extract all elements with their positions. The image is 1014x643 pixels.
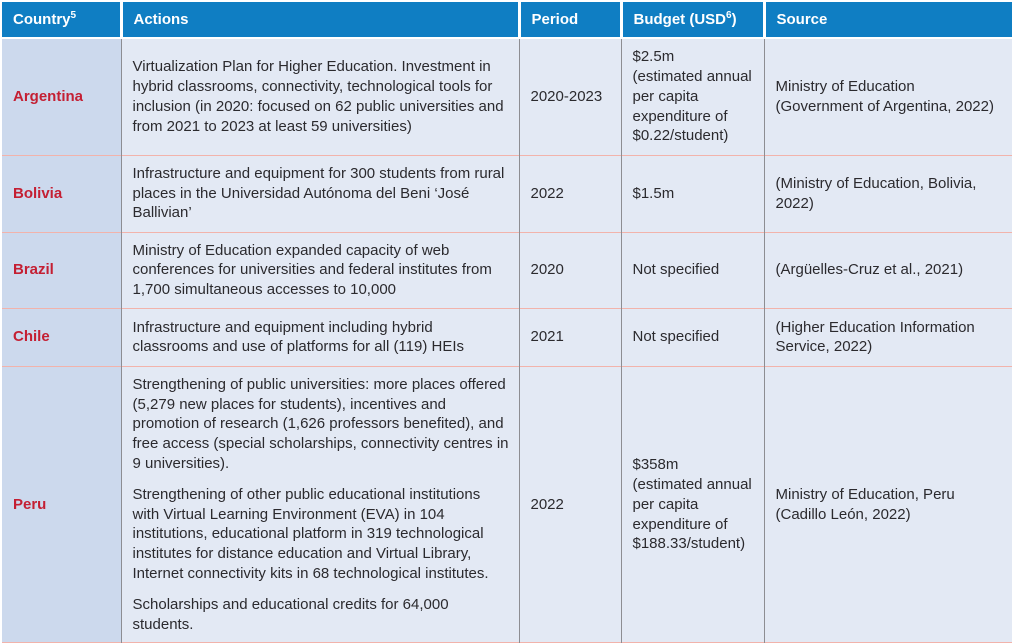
actions-cell: Ministry of Education expanded capacity … <box>121 231 520 309</box>
budget-cell: $358m (estimated annual per capita expen… <box>621 365 765 643</box>
action-paragraph: Strengthening of other public educationa… <box>132 485 489 583</box>
budget-footnote-marker: 6 <box>726 10 732 21</box>
period-header-label: Period <box>531 11 579 28</box>
source-header-label: Source <box>776 11 828 28</box>
budget-cell: $2.5m (estimated annual per capita expen… <box>621 38 765 155</box>
period-cell: 2020 <box>519 231 622 309</box>
header-cell-source: Source <box>764 2 1012 39</box>
source-cell: Ministry of Education, Peru (Cadillo Leó… <box>764 365 1012 643</box>
action-paragraph: Scholarships and educational credits for… <box>132 595 449 633</box>
country-cell: Chile <box>2 307 122 367</box>
header-row: Country5 Actions Period Budget (USD6) So… <box>2 2 1012 39</box>
country-cell: Brazil <box>2 231 122 309</box>
source-cell: (Argüelles-Cruz et al., 2021) <box>764 231 1012 309</box>
actions-cell: Virtualization Plan for Higher Education… <box>121 38 520 155</box>
table-row-peru: Peru Strengthening of public universitie… <box>2 365 1012 643</box>
budget-cell: Not specified <box>621 231 765 309</box>
country-cell: Argentina <box>2 38 122 155</box>
source-cell: (Ministry of Education, Bolivia, 2022) <box>764 154 1012 232</box>
actions-cell: Infrastructure and equipment including h… <box>121 307 520 367</box>
period-cell: 2022 <box>519 154 622 232</box>
country-footnote-marker: 5 <box>70 10 77 21</box>
period-cell: 2021 <box>519 307 622 367</box>
header-cell-country: Country5 <box>2 2 123 39</box>
actions-cell: Infrastructure and equipment for 300 stu… <box>121 154 520 232</box>
budget-header-label-close: ) <box>731 11 737 28</box>
header-cell-actions: Actions <box>121 2 521 39</box>
table-row-argentina: Argentina Virtualization Plan for Higher… <box>2 38 1012 155</box>
table-row-brazil: Brazil Ministry of Education expanded ca… <box>2 231 1012 309</box>
table-row-bolivia: Bolivia Infrastructure and equipment for… <box>2 154 1012 232</box>
action-paragraph: Infrastructure and equipment for 300 stu… <box>132 164 505 222</box>
period-cell: 2020-2023 <box>519 38 622 155</box>
table-row-chile: Chile Infrastructure and equipment inclu… <box>2 307 1012 367</box>
budget-header-label: Budget (USD <box>633 11 727 28</box>
actions-header-label: Actions <box>133 11 189 28</box>
country-cell: Bolivia <box>2 154 122 232</box>
header-cell-budget: Budget (USD6) <box>621 2 766 39</box>
action-paragraph: Ministry of Education expanded capacity … <box>132 241 492 299</box>
actions-cell: Strengthening of public universities: mo… <box>121 365 520 643</box>
action-paragraph: Strengthening of public universities: mo… <box>132 375 509 473</box>
budget-cell: Not specified <box>621 307 765 367</box>
action-paragraph: Infrastructure and equipment including h… <box>132 318 465 356</box>
country-cell: Peru <box>2 365 122 643</box>
source-cell: Ministry of Education (Government of Arg… <box>764 38 1012 155</box>
budget-cell: $1.5m <box>621 154 765 232</box>
period-cell: 2022 <box>519 365 622 643</box>
header-cell-period: Period <box>519 2 623 39</box>
action-paragraph: Virtualization Plan for Higher Education… <box>132 58 504 135</box>
country-header-label: Country <box>13 11 71 28</box>
source-cell: (Higher Education Information Service, 2… <box>764 307 1012 367</box>
